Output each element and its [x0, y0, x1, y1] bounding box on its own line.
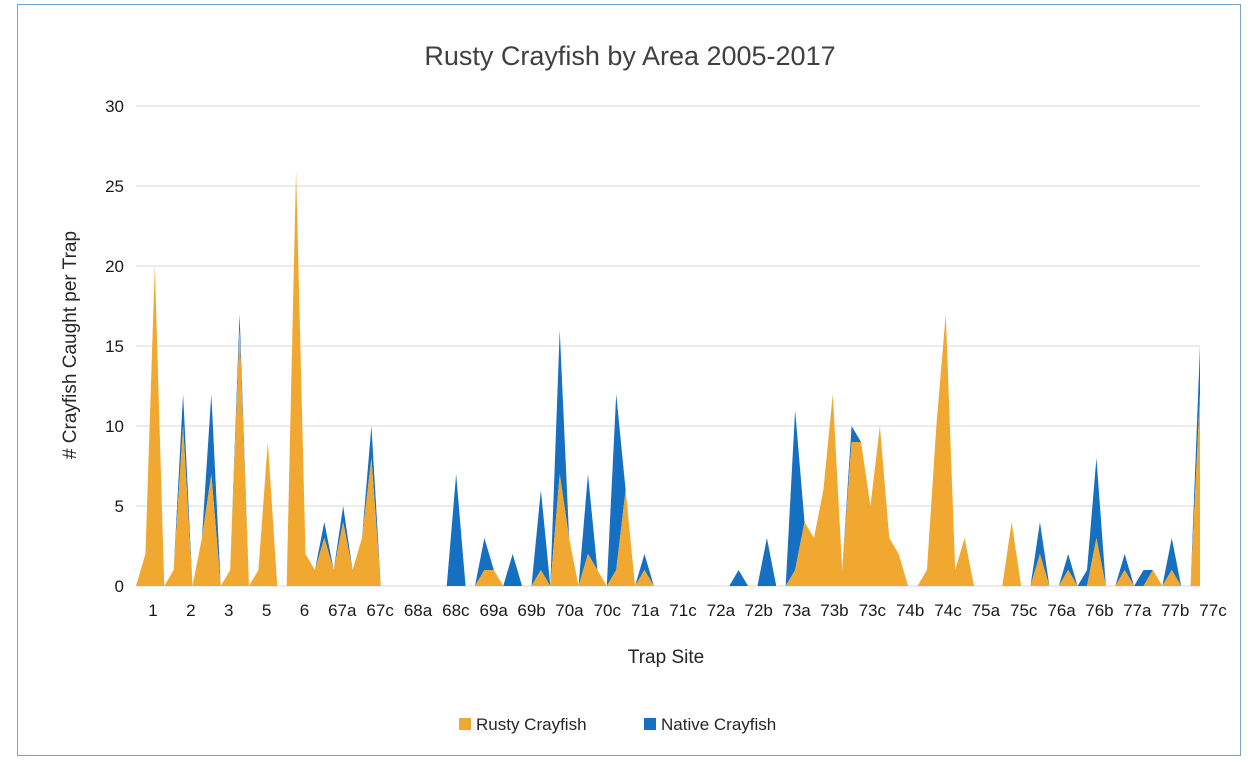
x-tick-label: 72a [707, 601, 736, 620]
chart-frame: Rusty Crayfish by Area 2005-2017 0 5 10 15 2… [17, 4, 1241, 756]
x-tick-label: 76a [1047, 601, 1076, 620]
x-tick-label: 74c [934, 601, 962, 620]
x-tick-label: 71a [631, 601, 660, 620]
legend-swatch [459, 718, 471, 730]
x-tick-label: 70a [555, 601, 584, 620]
chart-canvas: Rusty Crayfish by Area 2005-2017 0510152… [60, 41, 1227, 734]
plot-area [136, 170, 1200, 586]
x-tick-label: 5 [262, 601, 271, 620]
x-tick-label: 69b [517, 601, 545, 620]
legend-label: Rusty Crayfish [476, 715, 587, 734]
x-tick-label: 75a [972, 601, 1001, 620]
x-tick-label: 74b [896, 601, 924, 620]
x-tick-label: 1 [148, 601, 157, 620]
y-axis-ticks: 0 5 10 15 20 25 30 [105, 97, 124, 596]
y-tick-label: 0 [115, 577, 124, 596]
x-tick-label: 73c [859, 601, 887, 620]
x-tick-label: 76b [1085, 601, 1113, 620]
x-axis-title: Trap Site [628, 647, 704, 668]
y-tick-label: 5 [115, 497, 124, 516]
x-tick-label: 2 [186, 601, 195, 620]
x-tick-label: 67c [366, 601, 394, 620]
x-tick-label: 73b [820, 601, 848, 620]
legend-swatch [644, 718, 656, 730]
x-tick-label: 72b [745, 601, 773, 620]
x-tick-label: 6 [300, 601, 309, 620]
x-axis-ticks: 1 2 3 5 6 67a 67c 68a 68c 69a 69b 70a 70c 71a 71c 72a 72… [148, 601, 1227, 620]
y-tick-label: 20 [105, 257, 124, 276]
series-area-native-crayfish [136, 170, 1200, 586]
gridlines [136, 105, 1200, 587]
x-tick-label: 71c [669, 601, 697, 620]
y-tick-label: 25 [105, 177, 124, 196]
x-tick-label: 67a [328, 601, 357, 620]
chart-title: Rusty Crayfish by Area 2005-2017 [424, 41, 835, 71]
x-tick-label: 77a [1123, 601, 1152, 620]
legend: Rusty Crayfish Native Crayfish [459, 715, 776, 734]
x-tick-label: 69a [480, 601, 509, 620]
x-tick-label: 68c [442, 601, 470, 620]
x-tick-label: 75c [1010, 601, 1038, 620]
x-tick-label: 77c [1199, 601, 1227, 620]
x-tick-label: 77b [1161, 601, 1189, 620]
x-tick-label: 70c [594, 601, 622, 620]
x-tick-label: 68a [404, 601, 433, 620]
series-area-rusty-crayfish [136, 170, 1200, 586]
legend-label: Native Crayfish [661, 715, 776, 734]
y-tick-label: 15 [105, 337, 124, 356]
x-tick-label: 73a [782, 601, 811, 620]
y-axis-title: # Crayfish Caught per Trap [60, 231, 81, 459]
y-tick-label: 10 [105, 417, 124, 436]
x-tick-label: 3 [224, 601, 233, 620]
y-tick-label: 30 [105, 97, 124, 116]
